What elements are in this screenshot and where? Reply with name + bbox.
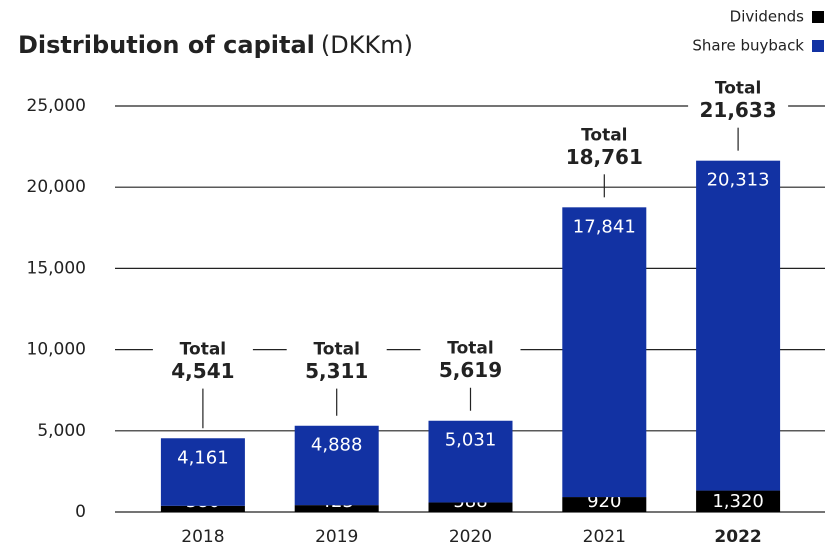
legend-swatch [812, 40, 824, 52]
total-bg [688, 76, 789, 123]
y-tick-label: 15,000 [27, 258, 86, 278]
bar-segment [160, 505, 245, 512]
x-tick-label: 2020 [449, 527, 492, 547]
total-word: Total [447, 339, 493, 359]
total-value: 5,311 [305, 359, 368, 383]
bar-segment [294, 425, 379, 506]
legend-label: Dividends [730, 8, 805, 26]
total-value: 5,619 [439, 358, 502, 382]
total-value: 4,541 [171, 359, 234, 383]
total-bg [420, 336, 521, 383]
bar-segment [562, 497, 647, 512]
y-tick-label: 5,000 [37, 421, 86, 441]
total-value: 21,633 [700, 98, 777, 122]
value-label: 20,313 [707, 170, 770, 191]
value-label: 17,841 [573, 216, 636, 237]
total-bg [554, 123, 655, 170]
value-label: 1,320 [712, 491, 764, 512]
bar-segment [562, 207, 647, 498]
bar-segment [160, 438, 245, 506]
bar-segment [294, 505, 379, 512]
legend-swatch [812, 11, 824, 23]
y-tick-label: 25,000 [27, 96, 86, 116]
total-word: Total [715, 79, 761, 99]
y-tick-label: 0 [75, 502, 86, 522]
x-tick-label: 2022 [714, 527, 761, 547]
x-tick-label: 2018 [181, 527, 224, 547]
legend-label: Share buyback [692, 37, 804, 55]
value-label: 4,161 [177, 447, 229, 468]
total-word: Total [313, 340, 359, 360]
y-tick-label: 10,000 [27, 340, 86, 360]
x-tick-label: 2019 [315, 527, 358, 547]
total-bg [152, 337, 253, 384]
total-value: 18,761 [566, 145, 643, 169]
bar-segment [696, 160, 781, 491]
total-bg [286, 337, 387, 384]
unit: (DKKm) [321, 31, 413, 59]
bar-segment [428, 502, 513, 512]
y-tick-label: 20,000 [27, 177, 86, 197]
title: Distribution of capital [18, 31, 315, 59]
chart-title: Distribution of capital (DKKm) [18, 31, 413, 59]
bar-segment [696, 490, 781, 512]
value-label: 4,888 [311, 435, 363, 456]
total-word: Total [581, 125, 627, 145]
value-label: 5,031 [445, 430, 497, 451]
bar-segment [428, 420, 513, 503]
x-tick-label: 2021 [583, 527, 626, 547]
total-word: Total [180, 340, 226, 360]
